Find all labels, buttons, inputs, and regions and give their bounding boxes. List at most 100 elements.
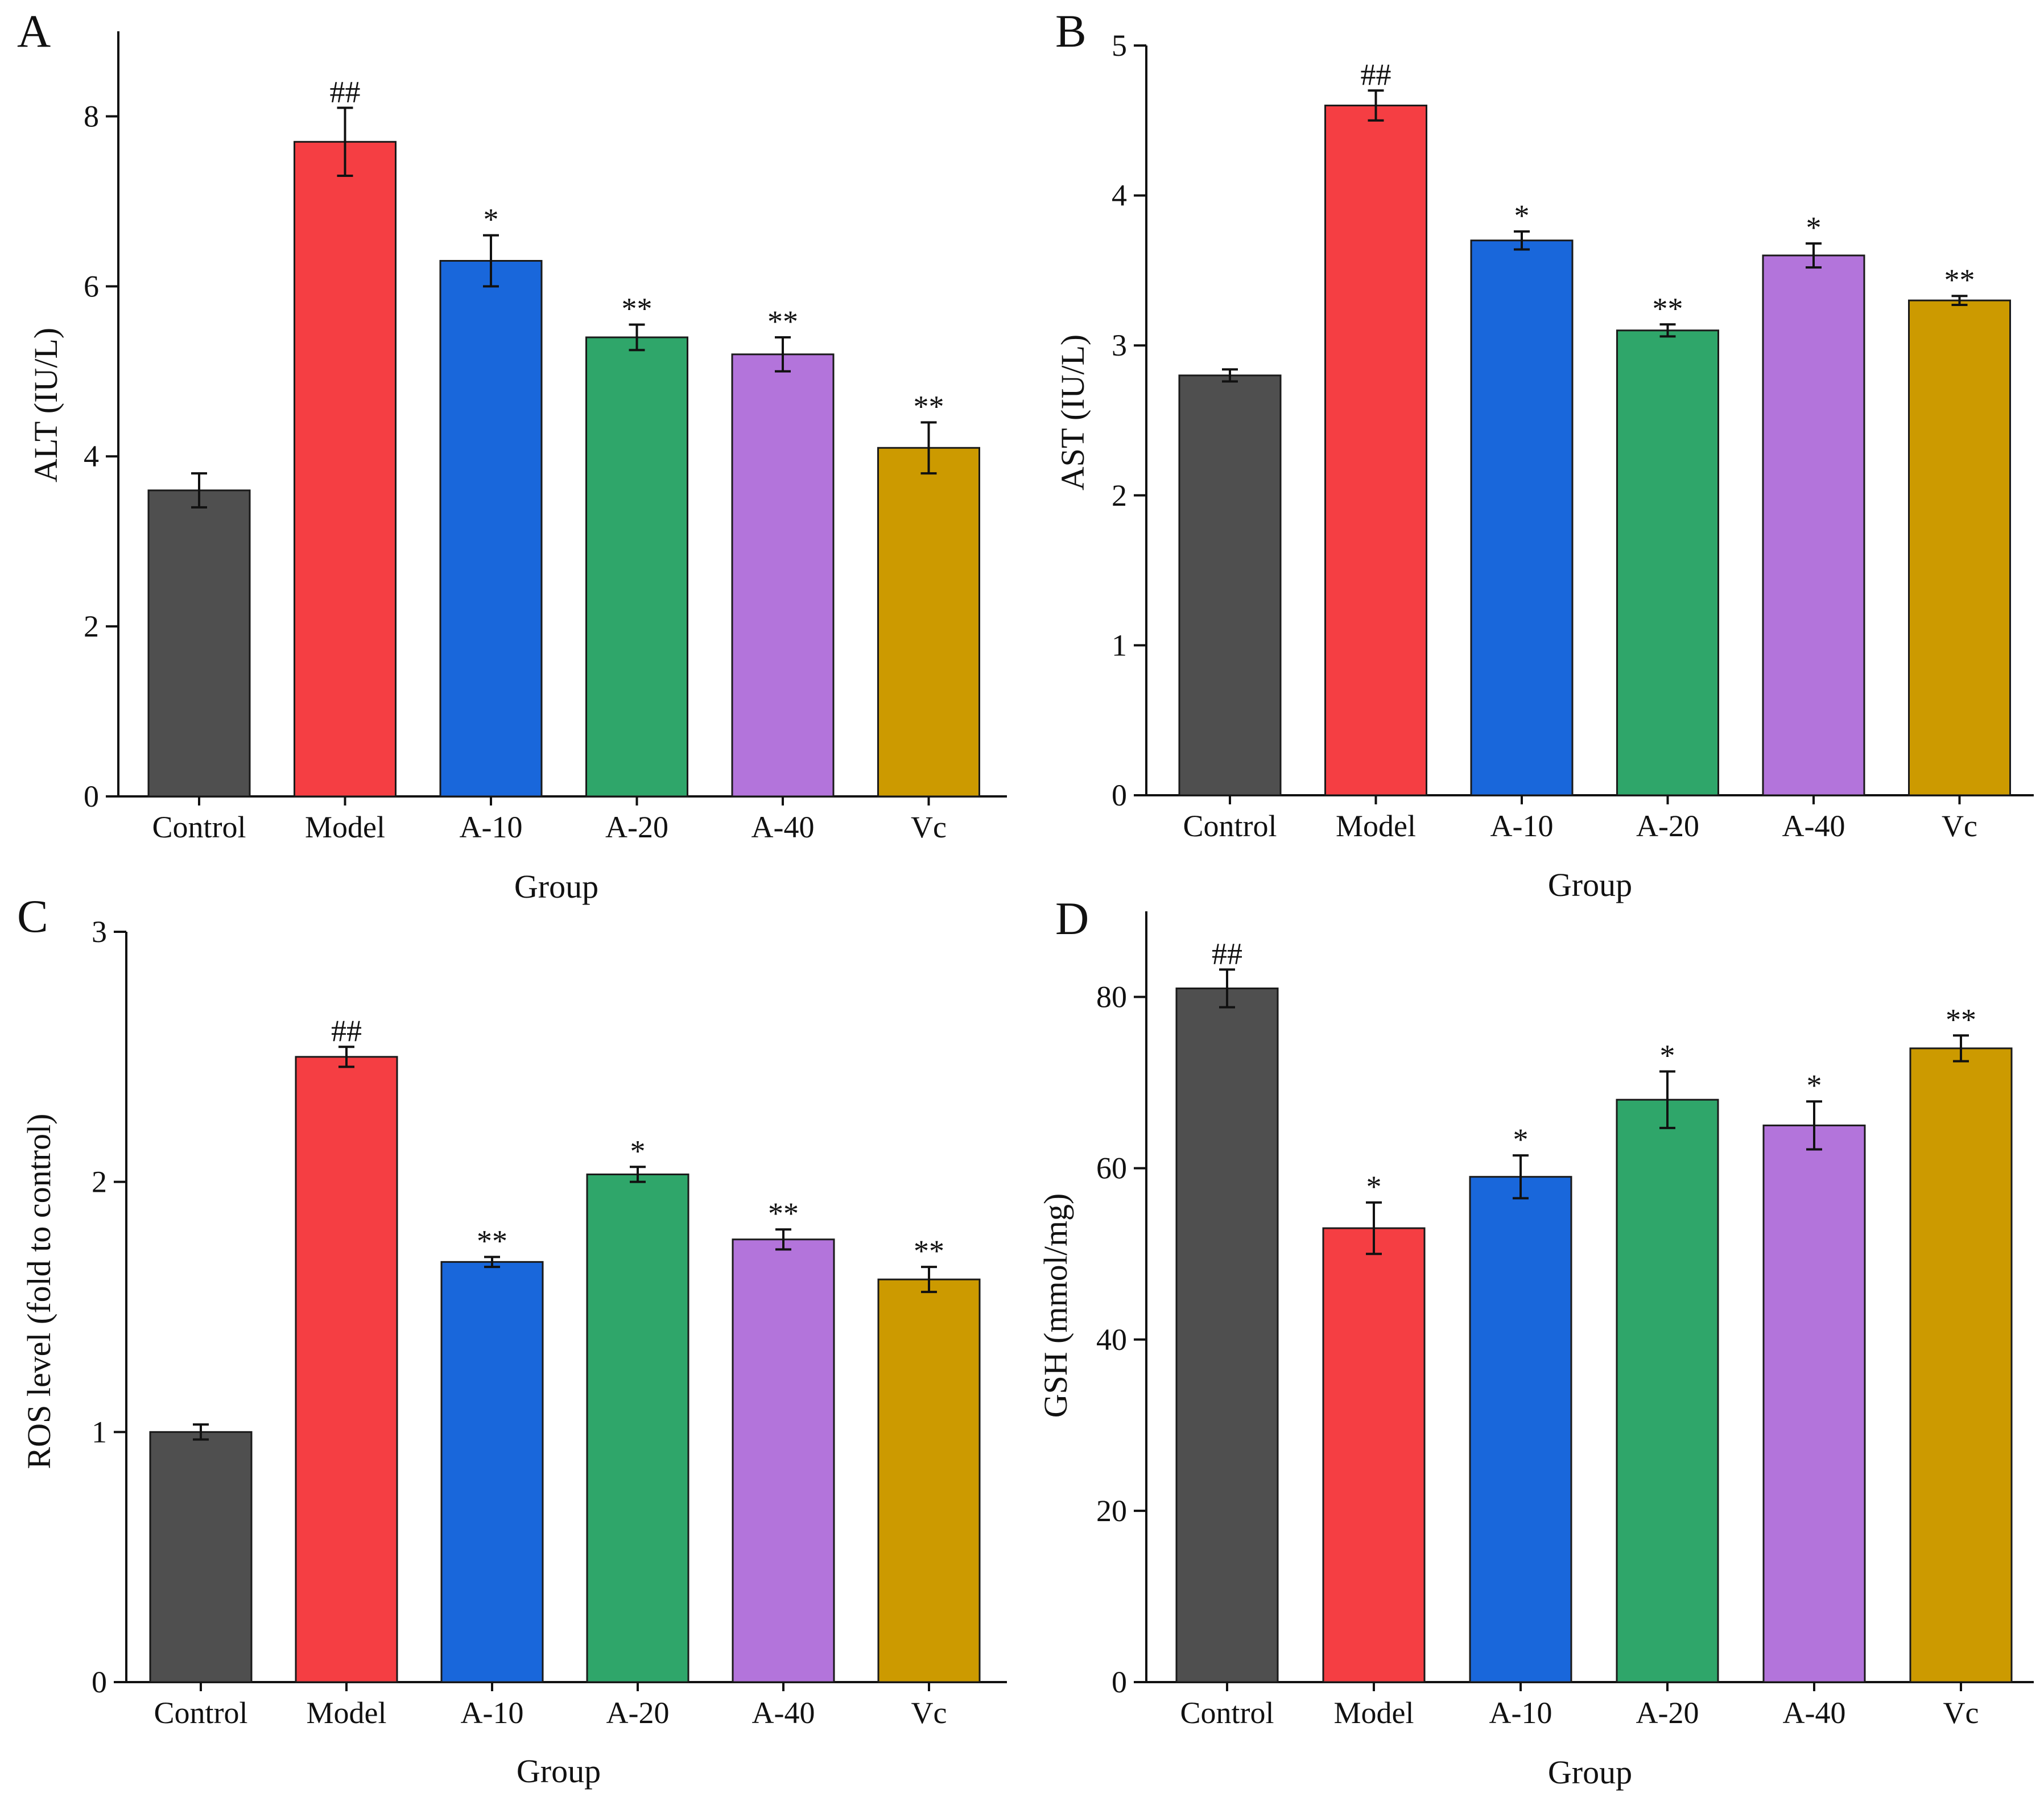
bar-c-vc xyxy=(877,1278,981,1683)
x-tick-label-c-a-40: A-40 xyxy=(752,1696,815,1730)
y-tick-label-b: 4 xyxy=(1112,179,1127,213)
x-tick-label-d-model: Model xyxy=(1334,1696,1414,1730)
x-tick-label-c-control: Control xyxy=(154,1696,247,1730)
x-axis-title-b: Group xyxy=(1548,866,1632,903)
bar-b-control xyxy=(1178,374,1282,796)
panel-letter-d: D xyxy=(1055,893,1089,944)
bar-b-a-40 xyxy=(1762,254,1865,796)
significance-a-model: ## xyxy=(330,75,361,109)
y-axis-title-c: ROS level (fold to control) xyxy=(20,1113,57,1469)
y-tick-label-d: 20 xyxy=(1096,1494,1127,1528)
x-tick-label-b-a-10: A-10 xyxy=(1490,809,1554,843)
x-axis-title-d: Group xyxy=(1548,1754,1632,1791)
bar-c-control xyxy=(149,1431,253,1683)
bar-b-a-10 xyxy=(1470,239,1574,796)
bar-c-a-10 xyxy=(440,1261,544,1683)
significance-d-a-40: * xyxy=(1807,1068,1822,1102)
x-tick-label-b-a-20: A-20 xyxy=(1636,809,1699,843)
panel-a: A ALT (IU/L) Group 0 2 4 6 8 Control Model ## A-… xyxy=(17,5,1007,905)
bar-a-a-40 xyxy=(731,353,835,798)
significance-b-model: ## xyxy=(1361,57,1391,92)
x-tick-label-c-vc: Vc xyxy=(911,1696,947,1730)
significance-b-a-40: * xyxy=(1806,210,1822,245)
bar-d-control xyxy=(1175,988,1279,1683)
y-tick-label-a: 8 xyxy=(84,99,99,133)
significance-c-a-20: * xyxy=(630,1134,646,1168)
x-tick-label-a-vc: Vc xyxy=(911,810,947,844)
y-tick-label-a: 4 xyxy=(84,439,99,473)
x-tick-label-a-a-10: A-10 xyxy=(460,810,523,844)
x-tick-label-d-vc: Vc xyxy=(1943,1696,1979,1730)
x-tick-label-b-vc: Vc xyxy=(1942,809,1977,843)
panel-letter-a: A xyxy=(17,5,51,57)
significance-b-vc: ** xyxy=(1944,263,1975,297)
bar-a-control xyxy=(147,489,251,798)
bar-a-a-10 xyxy=(439,260,543,798)
x-tick-label-d-control: Control xyxy=(1180,1696,1274,1730)
x-axis-title-a: Group xyxy=(514,868,598,905)
x-tick-label-b-a-40: A-40 xyxy=(1782,809,1845,843)
y-tick-label-a: 0 xyxy=(84,779,99,813)
x-tick-label-d-a-10: A-10 xyxy=(1489,1696,1552,1730)
bar-b-a-20 xyxy=(1616,329,1719,796)
bar-d-model xyxy=(1322,1227,1426,1683)
panel-c: C ROS level (fold to control) Group 0 1 2 3… xyxy=(17,890,1007,1790)
x-tick-label-b-model: Model xyxy=(1336,809,1416,843)
significance-d-vc: ** xyxy=(1946,1002,1976,1036)
bar-b-vc xyxy=(1908,299,2011,796)
y-tick-label-d: 0 xyxy=(1112,1665,1127,1699)
x-tick-label-a-control: Control xyxy=(152,810,246,844)
significance-d-control: ## xyxy=(1212,936,1242,970)
y-tick-label-d: 80 xyxy=(1096,980,1127,1014)
panel-b: B AST (IU/L) Group 0 1 2 3 4 5 Control Model ## A… xyxy=(1054,5,2034,903)
y-tick-label-a: 2 xyxy=(84,609,99,643)
significance-c-a-40: ** xyxy=(768,1196,799,1230)
panel-letter-c: C xyxy=(17,890,48,942)
y-tick-label-c: 1 xyxy=(92,1415,107,1449)
x-tick-label-d-a-40: A-40 xyxy=(1783,1696,1846,1730)
y-tick-label-c: 2 xyxy=(92,1165,107,1199)
bar-a-model xyxy=(294,141,397,798)
y-tick-label-c: 0 xyxy=(92,1665,107,1699)
y-tick-label-b: 0 xyxy=(1112,778,1127,812)
y-tick-label-b: 2 xyxy=(1112,478,1127,513)
y-tick-label-a: 6 xyxy=(84,269,99,303)
significance-c-vc: ** xyxy=(914,1234,944,1268)
bar-c-a-40 xyxy=(732,1238,835,1683)
bar-c-a-20 xyxy=(586,1173,689,1683)
significance-a-vc: ** xyxy=(914,389,944,423)
bar-b-model xyxy=(1324,104,1427,796)
y-axis-title-d: GSH (mmol/mg) xyxy=(1037,1193,1074,1418)
x-tick-label-a-model: Model xyxy=(305,810,385,844)
panel-d: D GSH (mmol/mg) Group 0 20 40 60 80 Control ##… xyxy=(1037,893,2034,1791)
y-tick-label-d: 40 xyxy=(1096,1323,1127,1357)
significance-a-a-40: ** xyxy=(767,304,798,338)
bar-d-vc xyxy=(1909,1047,2013,1683)
y-axis-title-b: AST (IU/L) xyxy=(1054,334,1091,490)
significance-c-model: ## xyxy=(331,1014,362,1048)
x-axis-title-c: Group xyxy=(517,1753,601,1790)
significance-d-model: * xyxy=(1366,1170,1382,1204)
x-tick-label-c-a-10: A-10 xyxy=(461,1696,524,1730)
significance-a-a-10: * xyxy=(484,203,499,237)
significance-c-a-10: ** xyxy=(477,1224,507,1258)
x-tick-label-c-model: Model xyxy=(307,1696,387,1730)
panel-letter-b: B xyxy=(1055,5,1087,57)
x-tick-label-b-control: Control xyxy=(1183,809,1277,843)
y-tick-label-c: 3 xyxy=(92,915,107,949)
y-tick-label-b: 5 xyxy=(1112,28,1127,63)
bar-d-a-20 xyxy=(1616,1098,1719,1683)
bar-d-a-40 xyxy=(1762,1124,1866,1683)
bar-c-model xyxy=(295,1056,398,1683)
significance-d-a-10: * xyxy=(1513,1122,1529,1156)
x-tick-label-c-a-20: A-20 xyxy=(606,1696,670,1730)
y-tick-label-b: 3 xyxy=(1112,328,1127,362)
bar-a-a-20 xyxy=(585,336,688,798)
bar-a-vc xyxy=(877,447,980,798)
significance-b-a-20: ** xyxy=(1653,291,1683,325)
significance-a-a-20: ** xyxy=(622,292,653,326)
y-axis-title-a: ALT (IU/L) xyxy=(27,328,64,482)
y-tick-label-b: 1 xyxy=(1112,628,1127,662)
significance-b-a-10: * xyxy=(1514,199,1530,233)
